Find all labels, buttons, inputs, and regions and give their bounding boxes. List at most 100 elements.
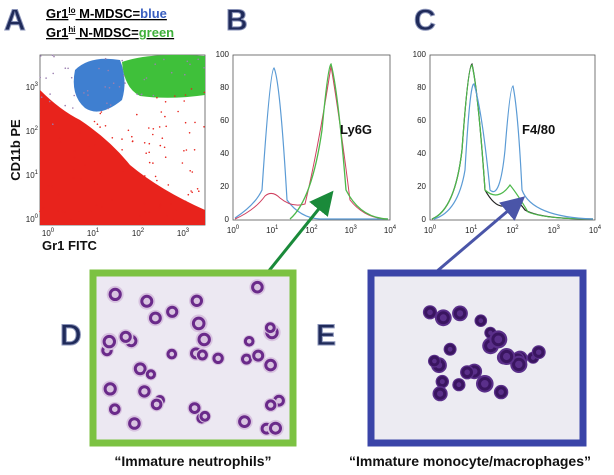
scatter-dot xyxy=(124,82,126,84)
scatter-dot xyxy=(49,93,51,95)
scatter-dot xyxy=(47,185,50,187)
legend-entry: Gr1hi N-MDSC=green xyxy=(46,25,174,40)
scatter-dot xyxy=(73,156,76,159)
scatter-dot xyxy=(183,100,185,102)
scatter-dot xyxy=(93,120,96,123)
tick-base: 10 xyxy=(266,226,275,235)
scatter-dot xyxy=(193,149,196,151)
scatter-dot xyxy=(95,204,98,206)
scatter-dot xyxy=(145,152,147,154)
panel-letter: E xyxy=(316,319,336,352)
nucleus xyxy=(243,336,255,347)
scatter-dot xyxy=(70,76,73,79)
marker-label: Ly6G xyxy=(340,122,372,137)
scatter-dot xyxy=(159,144,162,147)
scatter-dot xyxy=(190,190,192,192)
y-tick-label: 80 xyxy=(417,83,426,92)
scatter-dot xyxy=(121,138,123,140)
tick-exp: 3 xyxy=(35,82,39,88)
tick-exp: 3 xyxy=(557,225,561,231)
scatter-dot xyxy=(73,150,76,152)
tick-label: 100 xyxy=(424,225,437,235)
scatter-dot xyxy=(42,207,45,209)
legend-sup: lo xyxy=(68,6,75,15)
scatter-dot xyxy=(45,77,47,79)
nucleus xyxy=(138,385,151,398)
nucleus xyxy=(212,352,224,364)
scatter-dot xyxy=(96,123,99,125)
scatter-dot xyxy=(59,141,62,143)
scatter-dot xyxy=(159,203,162,205)
scatter-dot xyxy=(87,94,89,96)
scatter-dot xyxy=(194,121,196,124)
tick-exp: 1 xyxy=(474,225,478,231)
nucleus xyxy=(190,294,204,307)
scatter-dot xyxy=(99,126,101,128)
scatter-dot xyxy=(111,199,113,202)
scatter-dot xyxy=(148,211,151,213)
scatter-dot xyxy=(178,222,181,224)
scatter-dot xyxy=(152,162,154,164)
nucleus xyxy=(197,332,211,347)
scatter-dot xyxy=(148,127,150,129)
scatter-dot xyxy=(172,219,175,222)
curve-blue xyxy=(433,83,594,220)
scatter-dot xyxy=(148,161,151,164)
legend-sup: hi xyxy=(68,25,75,34)
nucleus xyxy=(103,382,117,396)
nucleus xyxy=(429,355,440,367)
scatter-dot xyxy=(184,73,186,76)
scatter-dot xyxy=(185,149,188,151)
scatter-dot xyxy=(70,218,72,221)
scatter-dot xyxy=(64,104,66,107)
scatter-dot xyxy=(72,168,75,171)
tick-exp: 1 xyxy=(35,170,39,176)
tick-base: 10 xyxy=(345,226,354,235)
scatter-dot xyxy=(51,54,54,57)
tick-exp: 4 xyxy=(393,225,397,231)
scatter-dot xyxy=(185,205,187,208)
nucleus xyxy=(453,379,465,391)
scatter-dot xyxy=(123,75,125,77)
scatter-dot xyxy=(161,137,164,139)
scatter-dot xyxy=(108,87,111,89)
arrow xyxy=(435,196,526,274)
scatter-dot xyxy=(188,132,191,134)
histogram-frame xyxy=(232,54,391,221)
scatter-dot xyxy=(86,90,89,92)
scatter-dot xyxy=(165,125,167,128)
scatter-dot xyxy=(191,171,194,173)
nucleus xyxy=(140,294,154,308)
histogram-frame xyxy=(429,54,596,221)
nucleus xyxy=(434,387,447,400)
nucleus xyxy=(238,415,251,429)
scatter-dot xyxy=(143,202,146,205)
scatter-dot xyxy=(159,204,162,207)
scatter-dot xyxy=(61,210,64,213)
scatter-dot xyxy=(118,86,121,88)
y-tick-label: 100 xyxy=(216,50,230,59)
scatter-dot xyxy=(100,111,103,113)
scatter-dot xyxy=(152,133,154,136)
tick-exp: 2 xyxy=(141,228,145,234)
scatter-dot xyxy=(97,159,99,162)
scatter-dot xyxy=(39,76,41,79)
tick-base: 10 xyxy=(424,226,433,235)
tick-base: 10 xyxy=(26,215,35,224)
scatter-dot xyxy=(84,164,86,166)
tick-exp: 2 xyxy=(515,225,519,231)
scatter-dot xyxy=(148,151,150,154)
scatter-dot xyxy=(90,210,92,213)
tick-label: 101 xyxy=(87,228,100,238)
y-tick-label: 40 xyxy=(220,149,229,158)
nucleus xyxy=(109,403,121,416)
scatter-dot xyxy=(166,215,169,217)
nucleus xyxy=(241,353,252,365)
nucleus xyxy=(495,386,507,398)
tick-exp: 3 xyxy=(354,225,358,231)
curve-green xyxy=(431,64,594,220)
scatter-dot xyxy=(187,193,190,196)
scatter-dot xyxy=(189,208,192,211)
nucleus xyxy=(191,316,206,331)
nucleus xyxy=(166,348,178,360)
